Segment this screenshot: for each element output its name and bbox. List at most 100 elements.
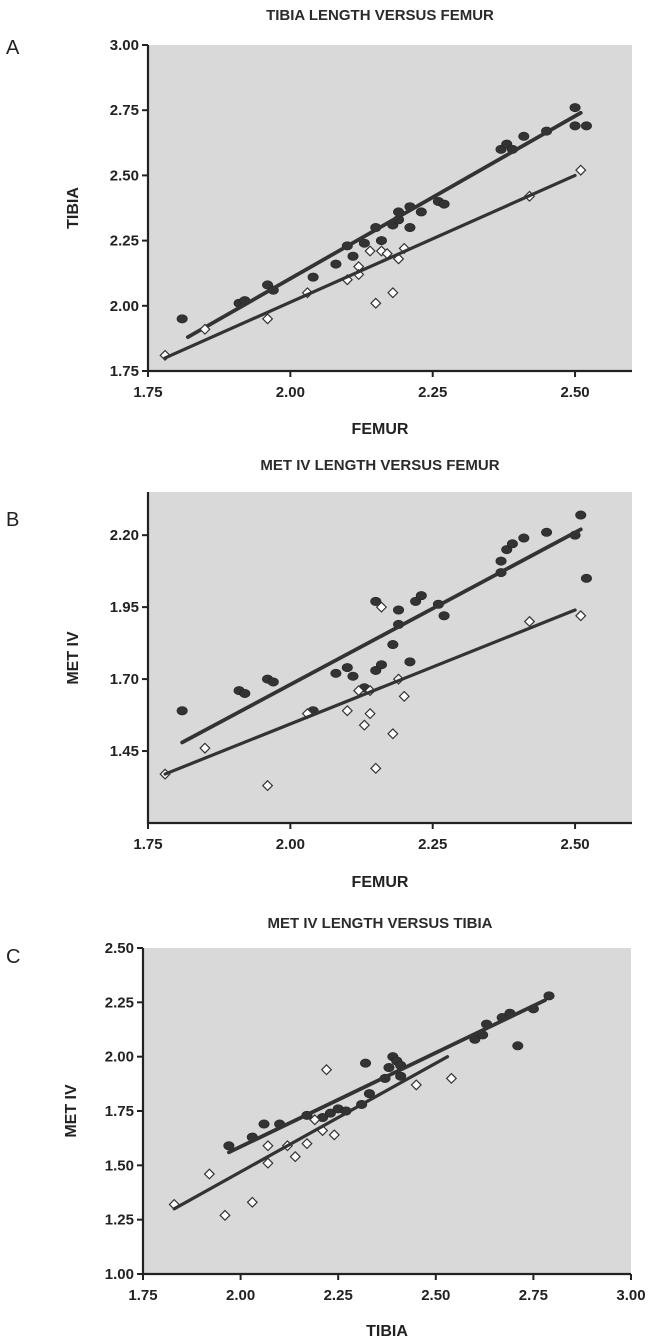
chart-met-iv-vs-femur: B MET IV LENGTH VERSUS FEMUR 1.75 2.00 2.2…	[6, 457, 632, 891]
y-axis-label: TIBIA	[65, 187, 82, 229]
y-tick-label: 3.00	[110, 37, 139, 54]
y-tick-label: 1.75	[110, 363, 139, 380]
data-point	[262, 1157, 274, 1169]
data-point	[387, 287, 399, 299]
data-point	[364, 245, 376, 257]
x-axis-label: FEMUR	[352, 421, 409, 438]
y-axis-label: MET IV	[65, 631, 82, 685]
data-point	[258, 1119, 270, 1129]
data-point	[199, 742, 211, 754]
data-point	[176, 314, 188, 324]
chart-met-iv-vs-tibia: C MET IV LENGTH VERSUS TIBIA 1.75 2.00 2.2…	[6, 915, 646, 1340]
data-point	[358, 238, 370, 248]
y-tick-label: 2.50	[110, 167, 139, 184]
data-point	[324, 1108, 336, 1118]
y-tick-label: 2.75	[110, 102, 139, 119]
data-point	[262, 1140, 274, 1152]
data-point	[375, 601, 388, 613]
panel-label-c: C	[6, 946, 20, 968]
data-point	[370, 596, 382, 606]
data-point	[341, 705, 353, 717]
data-point	[580, 573, 592, 583]
data-point	[347, 251, 359, 261]
y-tick-label: 2.25	[110, 233, 139, 250]
y-tick-label: 1.95	[110, 599, 139, 616]
data-point	[370, 762, 382, 774]
plot-area	[143, 948, 631, 1274]
x-tick-label: 3.00	[616, 1287, 645, 1304]
data-point	[398, 690, 410, 703]
data-point	[261, 779, 274, 792]
x-tick-label: 2.25	[324, 1287, 353, 1304]
data-point	[309, 1114, 321, 1126]
data-point	[395, 1071, 407, 1081]
data-point	[360, 1058, 372, 1068]
x-axis-label: TIBIA	[366, 1323, 408, 1340]
data-point	[330, 259, 342, 269]
y-tick-label: 2.00	[110, 298, 139, 315]
x-tick-label: 2.00	[276, 836, 305, 853]
fit-line	[163, 173, 577, 360]
data-point	[239, 688, 251, 698]
chart-tibia-vs-femur: A TIBIA LENGTH VERSUS FEMUR 1.75 2.00 2.25…	[6, 7, 632, 438]
data-point	[219, 1209, 231, 1221]
data-point	[320, 1064, 333, 1076]
data-point	[223, 1141, 235, 1151]
x-tick-label: 2.25	[418, 384, 447, 401]
data-point	[358, 719, 371, 731]
data-point	[580, 121, 592, 131]
data-point	[569, 103, 581, 113]
data-point	[543, 991, 555, 1001]
data-point	[541, 527, 553, 537]
data-point	[404, 657, 416, 667]
chart-title: MET IV LENGTH VERSUS TIBIA	[267, 915, 492, 932]
data-point	[199, 323, 211, 335]
data-point	[341, 663, 353, 673]
y-tick-label: 2.50	[105, 940, 134, 957]
x-tick-label: 2.50	[421, 1287, 450, 1304]
y-tick-label: 2.25	[105, 994, 134, 1011]
chart-title: TIBIA LENGTH VERSUS FEMUR	[266, 7, 494, 24]
y-tick-label: 1.00	[105, 1266, 134, 1283]
y-tick-label: 1.25	[105, 1212, 134, 1229]
data-point	[415, 591, 427, 601]
data-point	[328, 1129, 340, 1141]
data-point	[363, 1089, 375, 1099]
data-point	[575, 610, 587, 622]
data-point	[404, 223, 416, 233]
data-point	[347, 671, 359, 681]
data-point	[393, 605, 405, 615]
x-tick-label: 2.00	[226, 1287, 255, 1304]
data-point	[375, 660, 387, 670]
fit-line	[180, 527, 583, 745]
data-point	[575, 510, 587, 520]
data-point	[512, 1041, 524, 1051]
data-point	[387, 640, 399, 650]
panel-label-a: A	[6, 37, 20, 59]
x-axis-label: FEMUR	[352, 874, 409, 891]
data-point	[301, 1137, 313, 1150]
data-point	[375, 236, 387, 246]
data-point	[523, 615, 536, 628]
fit-line	[163, 608, 577, 776]
data-point	[569, 121, 581, 131]
y-tick-label: 1.45	[110, 743, 139, 760]
data-point	[261, 313, 274, 325]
data-point	[410, 1079, 422, 1091]
data-point	[267, 677, 279, 687]
x-tick-label: 2.00	[276, 384, 305, 401]
data-point	[246, 1196, 258, 1208]
fit-line	[172, 1055, 450, 1211]
fit-line	[226, 998, 548, 1155]
data-point	[438, 199, 450, 209]
data-point	[176, 706, 188, 716]
y-tick-label: 2.00	[105, 1049, 134, 1066]
data-point	[364, 707, 376, 720]
data-point	[307, 272, 319, 282]
x-tick-label: 2.50	[560, 836, 589, 853]
x-tick-label: 1.75	[133, 384, 162, 401]
data-point	[445, 1072, 458, 1085]
data-point	[289, 1150, 301, 1163]
chart-title: MET IV LENGTH VERSUS FEMUR	[260, 457, 499, 474]
